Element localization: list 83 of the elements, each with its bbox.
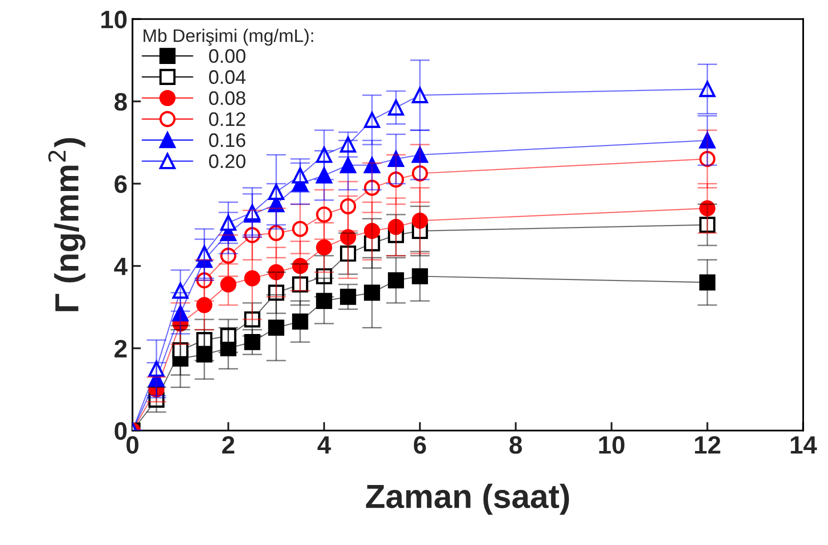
point	[316, 268, 332, 284]
point	[340, 136, 356, 153]
point	[268, 184, 284, 200]
point	[244, 270, 260, 286]
x-tick-label: 0	[126, 436, 138, 454]
legend-label: 0.04	[209, 70, 246, 84]
point	[364, 222, 380, 240]
point	[292, 258, 308, 274]
point	[340, 229, 356, 246]
point	[340, 288, 356, 305]
point	[364, 157, 380, 174]
point	[699, 132, 716, 149]
point	[292, 276, 308, 293]
point	[340, 198, 356, 214]
legend-label: 0.12	[209, 112, 246, 126]
x-tick-label: 14	[790, 436, 817, 454]
y-tick-label: 8	[114, 92, 127, 111]
point	[412, 146, 428, 163]
point	[244, 334, 260, 350]
point	[316, 239, 332, 256]
point	[196, 296, 212, 314]
point	[220, 328, 236, 344]
point	[412, 165, 428, 182]
point	[268, 320, 284, 336]
point	[196, 246, 212, 262]
y-tick-label: 6	[114, 175, 127, 193]
point	[340, 246, 356, 262]
point	[220, 214, 236, 231]
legend-label: 0.08	[209, 91, 246, 105]
point	[196, 272, 212, 288]
x-tick-label: 10	[599, 436, 624, 454]
x-tick-label: 8	[510, 436, 522, 454]
legend-label: 0.20	[209, 154, 246, 168]
point	[268, 284, 284, 301]
point	[388, 150, 404, 168]
point	[220, 276, 236, 293]
point	[699, 150, 716, 168]
point	[388, 272, 404, 288]
point	[364, 284, 380, 301]
point	[699, 216, 716, 233]
y-tick-label: 4	[114, 258, 128, 276]
point	[388, 99, 404, 116]
point	[244, 311, 260, 328]
point	[148, 360, 164, 377]
x-tick-label: 2	[222, 436, 234, 454]
x-tick-label: 4	[318, 436, 331, 454]
point	[316, 206, 332, 223]
point	[292, 167, 308, 184]
y-tick-label: 10	[101, 10, 127, 28]
point	[364, 112, 380, 128]
y-axis-title: Γ (ng/mm$^{2}$)	[48, 138, 86, 312]
point	[316, 292, 332, 309]
x-axis-title: Zaman (saat)	[366, 484, 569, 515]
point	[340, 157, 356, 174]
legend-label: 0.00	[209, 49, 246, 63]
point	[699, 200, 716, 216]
point	[699, 80, 716, 98]
point	[388, 218, 404, 235]
y-tick-label: 0	[114, 422, 127, 440]
y-tick-label: 2	[114, 340, 127, 358]
x-tick-label: 12	[695, 436, 720, 454]
legend-title: Mb Derişimi (mg/mL):	[144, 28, 314, 46]
point	[196, 346, 212, 362]
point	[364, 180, 380, 196]
point	[699, 274, 716, 290]
point	[412, 268, 428, 284]
point	[412, 87, 428, 104]
point	[388, 171, 404, 188]
point	[412, 212, 428, 229]
point	[172, 342, 188, 358]
point	[244, 227, 260, 244]
legend-label: 0.16	[209, 133, 246, 148]
point	[172, 305, 188, 322]
x-tick-label: 6	[414, 436, 426, 454]
point	[292, 313, 308, 330]
point	[196, 332, 212, 348]
point	[292, 220, 308, 237]
point	[316, 167, 332, 184]
point	[220, 248, 236, 264]
point	[268, 264, 284, 280]
point	[268, 224, 284, 242]
point	[316, 146, 332, 163]
point	[172, 282, 188, 299]
